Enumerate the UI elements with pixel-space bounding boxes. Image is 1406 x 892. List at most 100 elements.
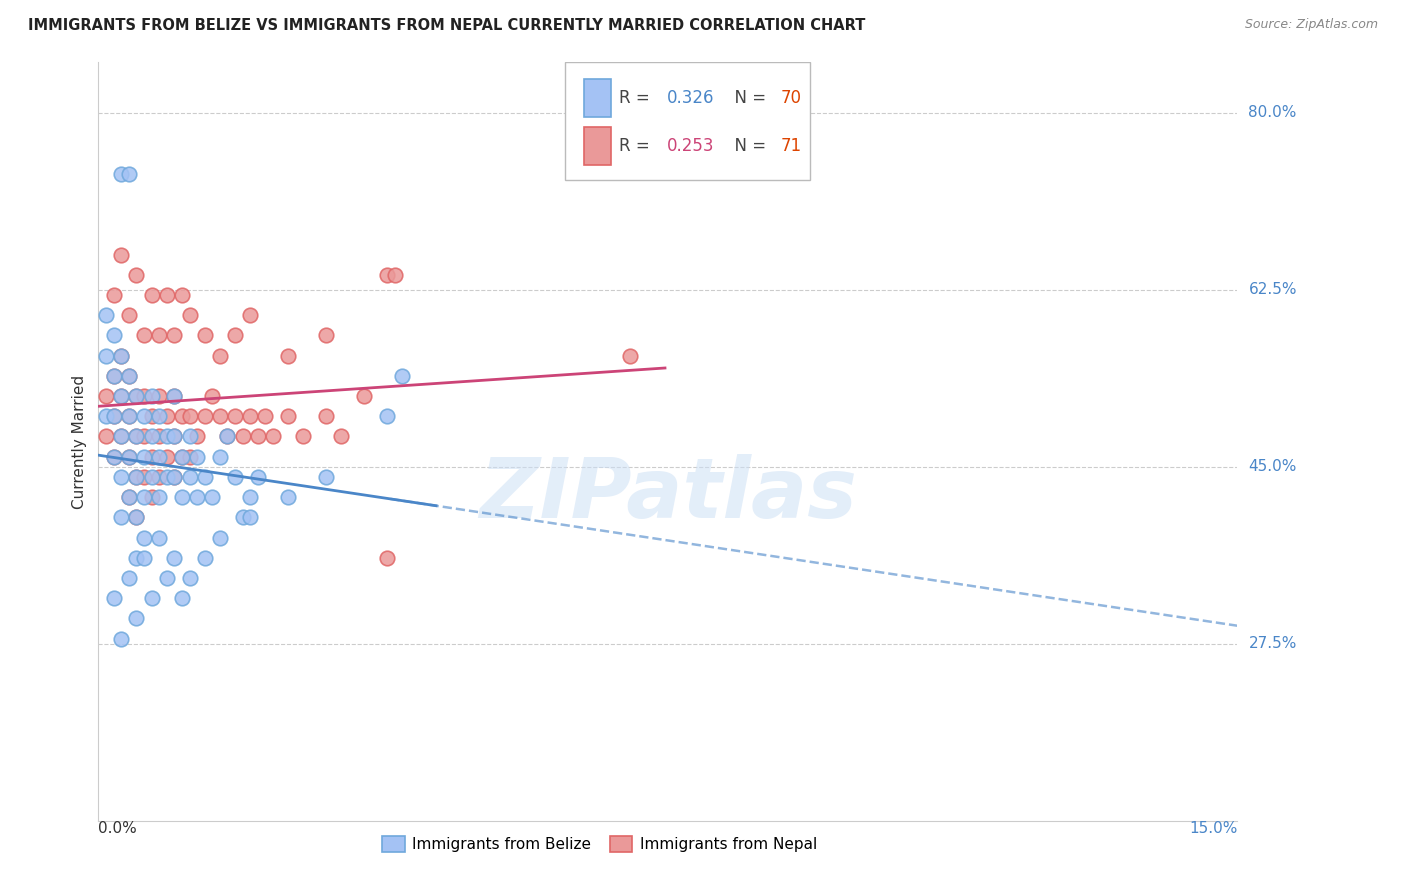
Point (156, 288, 179, 302)
Point (239, 510, 262, 524)
Text: N =: N = (724, 89, 770, 107)
Point (315, 328, 337, 343)
Point (103, 368, 125, 383)
Y-axis label: Currently Married: Currently Married (72, 375, 87, 508)
Point (148, 409, 170, 424)
Text: 80.0%: 80.0% (1249, 105, 1296, 120)
Point (94, 349, 117, 363)
Point (132, 550, 155, 565)
Point (125, 389, 148, 403)
Point (125, 510, 148, 524)
Point (194, 550, 217, 565)
Point (125, 389, 148, 403)
Point (103, 450, 125, 464)
Point (110, 510, 132, 524)
Point (179, 409, 201, 424)
Text: 0.253: 0.253 (666, 136, 714, 155)
Point (156, 470, 179, 484)
Point (141, 288, 163, 302)
Point (110, 470, 132, 484)
Point (125, 429, 148, 443)
Point (170, 490, 193, 504)
Point (277, 409, 299, 424)
Text: 15.0%: 15.0% (1189, 821, 1237, 836)
Point (156, 409, 179, 424)
Point (125, 611, 148, 625)
Point (239, 308, 262, 322)
Point (353, 389, 375, 403)
Point (224, 470, 246, 484)
Point (224, 409, 246, 424)
Point (132, 328, 155, 343)
Point (315, 409, 337, 424)
Point (148, 470, 170, 484)
Text: 45.0%: 45.0% (1249, 459, 1296, 475)
Point (103, 328, 125, 343)
Point (179, 470, 201, 484)
FancyBboxPatch shape (565, 62, 810, 180)
Point (141, 409, 163, 424)
Text: ZIPatlas: ZIPatlas (479, 454, 856, 535)
Text: R =: R = (619, 89, 655, 107)
Point (156, 450, 179, 464)
Point (132, 450, 155, 464)
Point (194, 470, 217, 484)
Point (110, 167, 132, 181)
Point (125, 470, 148, 484)
Point (179, 571, 201, 585)
Point (110, 632, 132, 646)
Point (156, 429, 179, 443)
Point (110, 429, 132, 443)
Point (94, 429, 117, 443)
Text: Source: ZipAtlas.com: Source: ZipAtlas.com (1244, 18, 1378, 31)
Point (163, 550, 186, 565)
Text: N =: N = (724, 136, 770, 155)
Point (141, 429, 163, 443)
Text: 71: 71 (780, 136, 801, 155)
Point (186, 490, 208, 504)
Point (110, 389, 132, 403)
Point (194, 328, 217, 343)
Text: IMMIGRANTS FROM BELIZE VS IMMIGRANTS FROM NEPAL CURRENTLY MARRIED CORRELATION CH: IMMIGRANTS FROM BELIZE VS IMMIGRANTS FRO… (28, 18, 866, 33)
Point (163, 470, 186, 484)
Point (201, 490, 224, 504)
Point (118, 368, 141, 383)
Point (239, 409, 262, 424)
Point (118, 450, 141, 464)
Text: 0.326: 0.326 (666, 89, 714, 107)
Point (141, 450, 163, 464)
Point (132, 389, 155, 403)
Point (110, 429, 132, 443)
Point (163, 328, 186, 343)
Point (384, 268, 406, 282)
Point (132, 409, 155, 424)
Point (118, 450, 141, 464)
Point (141, 389, 163, 403)
Point (132, 470, 155, 484)
Point (179, 450, 201, 464)
Point (208, 409, 231, 424)
Point (186, 450, 208, 464)
Point (156, 571, 179, 585)
Point (125, 550, 148, 565)
Point (110, 349, 132, 363)
Point (125, 429, 148, 443)
Point (118, 409, 141, 424)
Point (148, 328, 170, 343)
Point (132, 490, 155, 504)
Point (208, 531, 231, 545)
Point (110, 247, 132, 261)
Point (375, 268, 398, 282)
Point (163, 429, 186, 443)
Point (141, 591, 163, 606)
Point (118, 571, 141, 585)
Point (186, 429, 208, 443)
Point (262, 429, 284, 443)
Legend: Immigrants from Belize, Immigrants from Nepal: Immigrants from Belize, Immigrants from … (375, 830, 824, 858)
Point (118, 490, 141, 504)
Point (148, 389, 170, 403)
Point (277, 490, 299, 504)
Point (148, 429, 170, 443)
Text: 70: 70 (780, 89, 801, 107)
Point (94, 308, 117, 322)
